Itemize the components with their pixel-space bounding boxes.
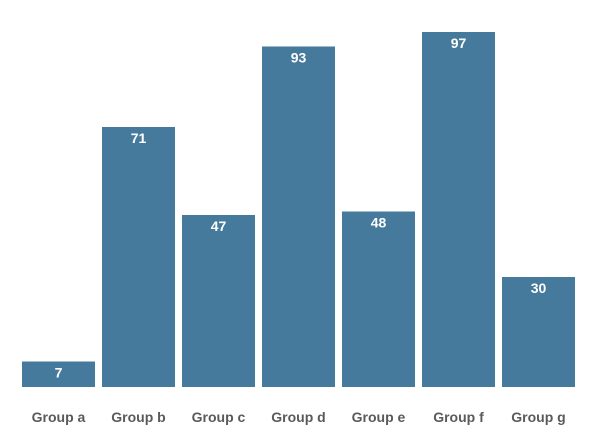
category-label-group-g: Group g (511, 409, 565, 425)
bar-group-f (422, 31, 495, 387)
category-labels-group: Group a Group b Group c Group d Group e Group… (32, 409, 566, 425)
bar-group-e (342, 211, 415, 387)
bars-group (22, 31, 575, 388)
value-label-group-f: 97 (451, 35, 467, 51)
category-label-group-d: Group d (271, 409, 325, 425)
category-label-group-b: Group b (111, 409, 165, 425)
bar-group-g (502, 277, 575, 387)
value-label-group-d: 93 (291, 50, 307, 66)
value-label-group-c: 47 (211, 218, 227, 234)
value-label-group-g: 30 (531, 280, 547, 296)
value-label-group-b: 71 (131, 130, 147, 146)
value-labels-group: 7 71 47 93 48 97 30 (55, 35, 547, 380)
bar-group-a (22, 361, 95, 387)
category-label-group-f: Group f (433, 409, 484, 425)
bar-group-b (102, 127, 175, 387)
value-label-group-a: 7 (55, 364, 63, 380)
value-label-group-e: 48 (371, 214, 387, 230)
bar-group-c (182, 214, 255, 387)
category-label-group-a: Group a (32, 409, 86, 425)
category-label-group-e: Group e (352, 409, 406, 425)
bar-group-d (262, 46, 335, 388)
category-label-group-c: Group c (192, 409, 246, 425)
